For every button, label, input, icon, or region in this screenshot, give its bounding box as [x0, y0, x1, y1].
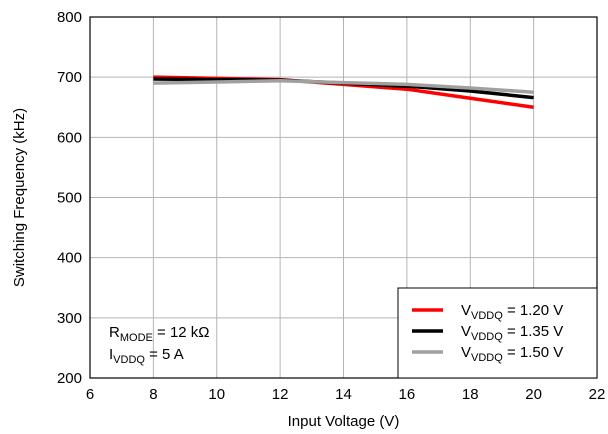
- x-tick-label: 22: [589, 386, 606, 403]
- y-tick-label: 300: [57, 310, 82, 327]
- plot-frame: [89, 16, 598, 379]
- x-tick-label: 14: [335, 386, 352, 403]
- x-tick-label: 6: [86, 386, 94, 403]
- y-tick-label: 200: [57, 370, 82, 387]
- annotation-line-1: RMODE = 12 kΩ: [109, 324, 210, 344]
- legend-label: VVDDQ = 1.20 V: [461, 302, 563, 322]
- x-tick-label: 20: [525, 386, 542, 403]
- x-tick-label: 12: [272, 386, 289, 403]
- legend-box: [397, 287, 598, 379]
- y-tick-label: 500: [57, 190, 82, 207]
- x-axis-title: Input Voltage (V): [288, 413, 400, 430]
- x-tick-label: 8: [149, 386, 157, 403]
- legend-label: VVDDQ = 1.50 V: [461, 344, 563, 364]
- series-layer: [153, 75, 534, 109]
- y-tick-label: 700: [57, 69, 82, 86]
- x-tick-label: 16: [399, 386, 416, 403]
- x-tick-label: 18: [462, 386, 479, 403]
- series-line-3: [153, 79, 534, 94]
- y-axis-title: Switching Frequency (kHz): [11, 108, 28, 287]
- annotation-line-2: IVDDQ = 5 A: [109, 346, 184, 366]
- y-tick-label: 600: [57, 129, 82, 146]
- tick-labels: 6 8 10 12 14 16 18 20 22 200 300 400 500 600 700 800: [57, 9, 605, 403]
- x-tick-label: 10: [208, 386, 225, 403]
- legend-label: VVDDQ = 1.35 V: [461, 323, 563, 343]
- y-tick-label: 400: [57, 250, 82, 267]
- y-tick-label: 800: [57, 9, 82, 26]
